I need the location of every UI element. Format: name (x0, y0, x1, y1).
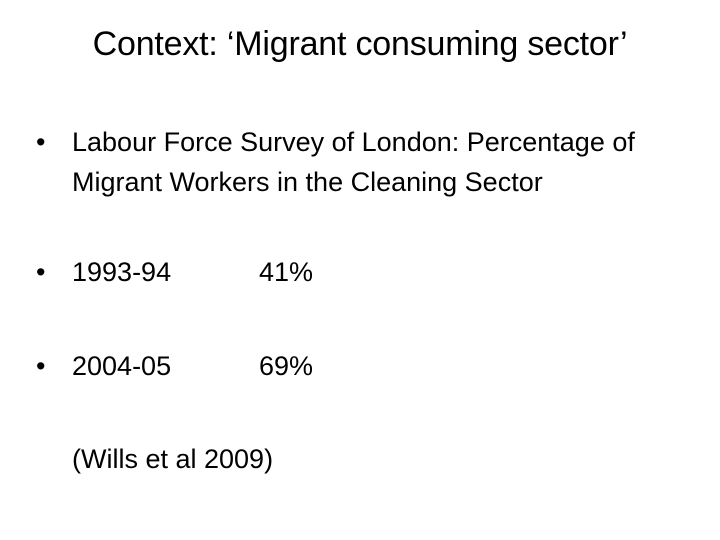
survey-description: Labour Force Survey of London: Percentag… (72, 127, 635, 197)
period-label: 2004-05 (72, 351, 172, 381)
citation: (Wills et al 2009) (72, 444, 274, 474)
bullet-icon: • (36, 351, 46, 381)
bullet-icon: • (36, 257, 46, 287)
bullet-icon: • (36, 127, 46, 157)
period-label: 1993-94 (72, 257, 172, 287)
percentage-value: 41% (259, 257, 314, 287)
percentage-value: 69% (259, 351, 314, 381)
slide-title: Context: ‘Migrant consuming sector’ (92, 25, 628, 63)
